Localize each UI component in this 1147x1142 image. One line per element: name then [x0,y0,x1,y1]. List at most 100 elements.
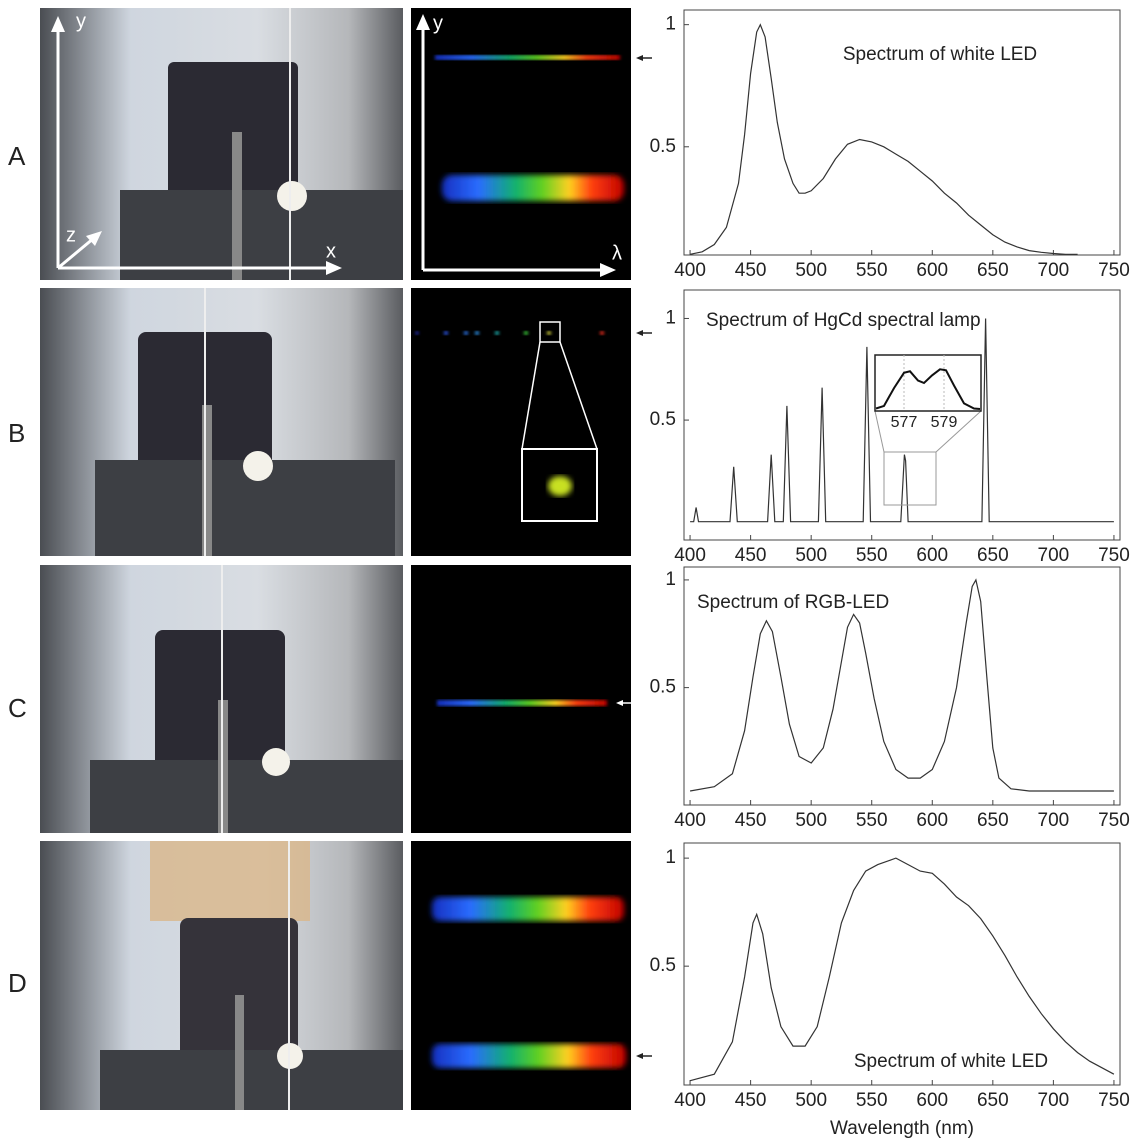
zoom-line [874,410,885,453]
stage [100,1050,403,1110]
spectrum-image [411,841,631,1110]
spectra: y λ [411,8,631,1110]
arrow-head [86,231,102,246]
x-axis-label: Wavelength (nm) [830,1118,974,1139]
x-tick-label: 400 [674,810,706,831]
photo-d [40,841,403,1110]
rod [232,132,242,280]
bulb [262,748,290,776]
line-dot [415,331,419,335]
arrow-head [636,55,643,61]
board [168,62,298,197]
x-tick-label: 750 [1098,545,1130,566]
row-markers [616,55,652,1059]
bulb [243,451,273,481]
x-tick-label: 450 [735,260,767,281]
y-tick-label: 1 [665,307,676,328]
panel-label: D [8,968,27,998]
spectrum-line [689,23,1078,255]
line-dot [524,331,528,335]
rod [202,405,212,556]
stage [90,760,403,833]
stage [95,460,395,556]
x-tick-label: 450 [735,1090,767,1111]
panel-label: C [8,693,27,723]
x-tick-label: 750 [1098,810,1130,831]
zoom-line [935,410,982,453]
y-tick-label: 1 [665,847,676,868]
x-tick-label: 600 [916,1090,948,1111]
spectrum-line [689,857,1115,1082]
axis-label: y [76,10,86,32]
arrow-head [636,330,643,336]
axis-label: x [326,240,336,262]
x-tick-label: 450 [735,545,767,566]
inset-line [875,368,981,410]
stage [120,190,403,280]
x-tick-label: 450 [735,810,767,831]
chart-annotation: Spectrum of RGB-LED [697,592,889,613]
x-tick-label: 500 [795,260,827,281]
line-dot [600,331,604,335]
arrow-head [616,700,623,706]
spectrum-band [432,1044,626,1068]
x-tick-label: 400 [674,545,706,566]
x-tick-label: 700 [1038,260,1070,281]
line-dot [464,331,468,335]
spectrum-band [437,700,607,706]
photo-c [40,565,403,833]
spectrum-line [690,318,1114,523]
x-tick-label: 700 [1038,810,1070,831]
x-tick-label: 700 [1038,1090,1070,1111]
zoom-line [559,341,598,450]
plot-frame [683,566,1121,806]
x-tick-label: 500 [795,810,827,831]
chart-annotation: Spectrum of white LED [843,44,1037,65]
x-tick-label: 550 [856,260,888,281]
x-tick-label: 650 [977,1090,1009,1111]
spectrum-band [435,55,620,60]
line-dot [444,331,448,335]
inset-tick-label: 579 [931,414,958,431]
board [180,918,298,1068]
panel-label: B [8,418,25,448]
x-tick-label: 650 [977,545,1009,566]
spectrum-image [411,565,631,833]
arrow-head [326,261,342,275]
rod [235,995,244,1110]
arrow-head [51,16,65,32]
x-tick-label: 600 [916,810,948,831]
y-tick-label: 0.5 [650,677,676,698]
spectral-lines [415,331,604,335]
plot-frame [683,842,1121,1086]
line-dot [475,331,479,335]
spectrum-band [442,175,624,201]
line-dot [547,331,551,335]
arrow-head [600,263,616,277]
zoom-box [539,321,561,343]
x-tick-label: 550 [856,810,888,831]
x-tick-label: 400 [674,260,706,281]
axis-label: z [66,224,76,246]
x-tick-label: 550 [856,1090,888,1111]
wall [150,841,310,921]
x-tick-label: 500 [795,545,827,566]
spectrum-image [411,8,631,280]
chart-annotation: Spectrum of white LED [854,1051,1048,1072]
arrow-head [636,1053,643,1059]
x-tick-label: 600 [916,545,948,566]
axis-label: y [433,12,443,34]
plot-frame [683,289,1121,541]
x-tick-label: 400 [674,1090,706,1111]
y-tick-label: 0.5 [650,136,676,157]
y-tick-label: 1 [665,569,676,590]
x-tick-label: 700 [1038,545,1070,566]
photos: y z x [40,8,403,1110]
photo-a: y z x [40,8,403,280]
zoom-line [521,341,541,450]
x-tick-label: 650 [977,260,1009,281]
axis-arrow [57,236,95,270]
x-tick-label: 550 [856,545,888,566]
